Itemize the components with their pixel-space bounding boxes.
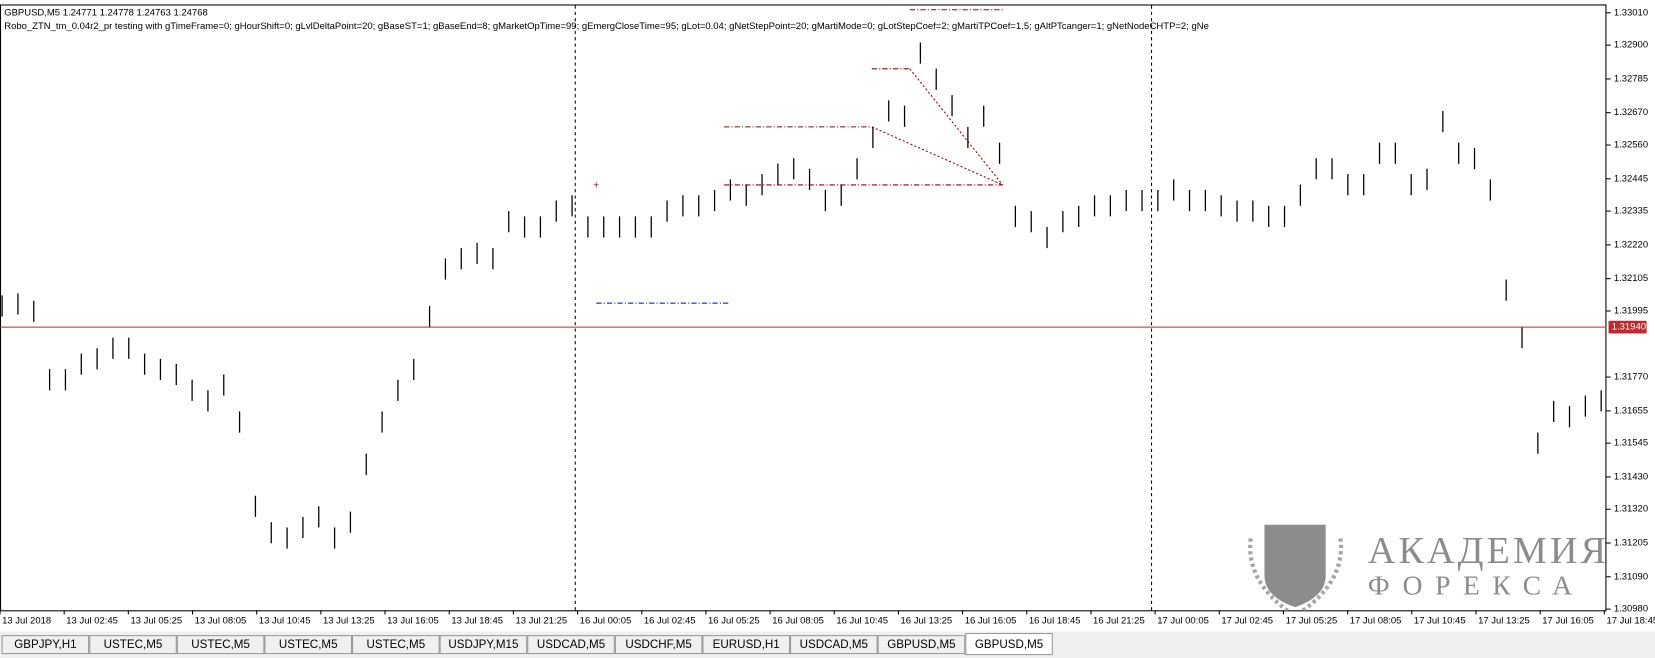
x-tick-label: 17 Jul 00:05 [1157, 615, 1209, 626]
tab[interactable] [1, 635, 90, 655]
x-tick-label: 13 Jul 21:25 [515, 615, 567, 626]
tab-label[interactable]: USDCAD,M5 [537, 638, 605, 651]
x-tick-label: 17 Jul 16:05 [1542, 615, 1594, 626]
order-marker: + [593, 180, 599, 192]
x-tick-label: 17 Jul 18:45 [1606, 615, 1655, 626]
tab[interactable] [790, 635, 878, 655]
trade-lines: + [593, 9, 1004, 304]
x-tick-label: 13 Jul 10:45 [259, 615, 311, 626]
tab-label[interactable]: USDCAD,M5 [800, 638, 868, 651]
y-tick-label: 1.31430 [1614, 471, 1648, 482]
y-tick-label: 1.31320 [1614, 504, 1648, 515]
tab[interactable] [877, 635, 966, 655]
y-tick-label: 1.32560 [1614, 140, 1648, 151]
x-tick-label: 16 Jul 16:05 [965, 615, 1017, 626]
y-tick-label: 1.32335 [1614, 206, 1648, 217]
y-tick-label: 1.31205 [1614, 538, 1648, 549]
x-tick-label: 13 Jul 2018 [2, 615, 51, 626]
tab-label[interactable]: USTEC,M5 [279, 638, 338, 651]
y-tick-label: 1.31655 [1614, 405, 1648, 416]
watermark-line2: ФОРЕКСА [1368, 570, 1585, 600]
tab[interactable] [352, 635, 440, 655]
y-tick-label: 1.30980 [1614, 604, 1648, 615]
x-tick-label: 17 Jul 08:05 [1350, 615, 1402, 626]
x-tick-label: 13 Jul 18:45 [451, 615, 503, 626]
y-tick-label: 1.32445 [1614, 173, 1648, 184]
y-tick-label: 1.31995 [1614, 305, 1648, 316]
bars [1, 42, 1602, 549]
tab-label[interactable]: GBPJPY,H1 [14, 638, 76, 651]
watermark: АКАДЕМИЯ ФОРЕКСА [1248, 524, 1609, 615]
x-tick-label: 17 Jul 02:45 [1221, 615, 1273, 626]
price-axis: 1.33010 1.32900 1.32785 1.32670 1.32560 1.324… [0, 7, 1648, 615]
price-tag-label: 1.31940 [1612, 322, 1646, 333]
watermark-line1: АКАДЕМИЯ [1368, 530, 1609, 572]
x-tick-label: 16 Jul 21:25 [1093, 615, 1145, 626]
chart-header: GBPUSD,M5 1.24771 1.24778 1.24763 1.2476… [4, 7, 208, 18]
x-tick-label: 16 Jul 13:25 [901, 615, 953, 626]
x-tick-label: 13 Jul 02:45 [66, 615, 118, 626]
y-tick-label: 1.33010 [1614, 7, 1648, 18]
tab[interactable] [614, 635, 703, 655]
price-tag [1608, 320, 1647, 334]
x-tick-label: 17 Jul 13:25 [1478, 615, 1530, 626]
y-tick-label: 1.32785 [1614, 73, 1648, 84]
x-tick-label: 16 Jul 00:05 [580, 615, 632, 626]
x-tick-label: 16 Jul 18:45 [1029, 615, 1081, 626]
order-line [724, 9, 1003, 186]
tab-label[interactable]: USTEC,M5 [191, 638, 250, 651]
y-tick-label: 1.31545 [1614, 438, 1648, 449]
tab-label[interactable]: USDCHF,M5 [625, 638, 691, 651]
plot-frame [0, 4, 1607, 612]
x-tick-label: 16 Jul 05:25 [708, 615, 760, 626]
tab-label[interactable]: GBPUSD,M5 [975, 638, 1043, 651]
tab[interactable] [965, 632, 1053, 656]
x-tick-label: 13 Jul 13:25 [323, 615, 375, 626]
tab[interactable] [439, 635, 528, 655]
chart-params: Robo_ZTN_tm_0.04r2_pr testing with gTime… [4, 21, 1209, 32]
tab[interactable] [89, 635, 177, 655]
x-tick-label: 17 Jul 05:25 [1286, 615, 1338, 626]
tab[interactable] [264, 635, 353, 655]
watermark-laurel [1248, 538, 1344, 615]
tab-label[interactable]: USDJPY,M15 [448, 638, 518, 651]
x-tick-label: 13 Jul 05:25 [130, 615, 182, 626]
x-tick-label: 16 Jul 08:05 [772, 615, 824, 626]
x-tick-label: 16 Jul 10:45 [836, 615, 888, 626]
y-tick-label: 1.32900 [1614, 40, 1648, 51]
x-tick-label: 13 Jul 16:05 [387, 615, 439, 626]
y-tick-label: 1.31770 [1614, 372, 1648, 383]
tabs: GBPJPY,H1 USTEC,M5 USTEC,M5 USTEC,M5 USTEC,M… [1, 632, 1053, 656]
x-tick-label: 17 Jul 10:45 [1414, 615, 1466, 626]
tab[interactable] [176, 635, 265, 655]
y-tick-label: 1.32105 [1614, 273, 1648, 284]
tab-label[interactable]: GBPUSD,M5 [887, 638, 955, 651]
tab-label[interactable]: EURUSD,H1 [713, 638, 780, 651]
y-tick-label: 1.31090 [1614, 571, 1648, 582]
x-tick-label: 13 Jul 08:05 [195, 615, 247, 626]
watermark-shield [1264, 524, 1326, 608]
y-tick-label: 1.32220 [1614, 239, 1648, 250]
y-tick-label: 1.32670 [1614, 107, 1648, 118]
tab[interactable] [527, 635, 615, 655]
time-axis: 13 Jul 2018 13 Jul 02:45 13 Jul 05:25 13 Ju… [0, 610, 1655, 626]
tab-label[interactable]: USTEC,M5 [366, 638, 425, 651]
tab[interactable] [702, 635, 791, 655]
x-tick-label: 16 Jul 02:45 [644, 615, 696, 626]
order-link [871, 68, 1004, 186]
tab-label[interactable]: USTEC,M5 [104, 638, 163, 651]
